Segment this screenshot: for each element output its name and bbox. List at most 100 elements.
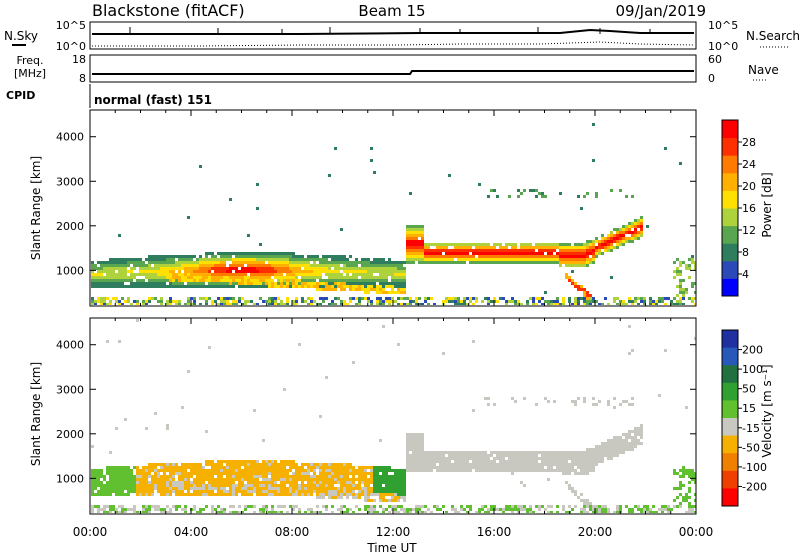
power-cell	[508, 255, 511, 258]
velocity-cell	[256, 463, 259, 466]
velocity-cell	[328, 475, 331, 478]
power-cell	[124, 264, 127, 267]
power-cell	[361, 267, 364, 270]
velocity-cell	[415, 439, 418, 442]
velocity-cell	[97, 505, 100, 508]
power-cell	[346, 303, 349, 305]
power-cell	[412, 300, 415, 303]
velocity-cell	[316, 505, 319, 508]
velocity-cell	[298, 469, 301, 472]
power-cell	[382, 258, 385, 261]
velocity-cell	[607, 448, 610, 451]
velocity-cell	[598, 457, 601, 460]
power-cell	[268, 255, 271, 258]
power-cell	[559, 252, 562, 255]
velocity-cell	[121, 484, 124, 487]
power-cell	[139, 273, 142, 276]
power-cell	[241, 285, 244, 288]
power-cell	[523, 252, 526, 255]
velocity-cell	[388, 493, 391, 496]
power-cell	[187, 303, 190, 305]
power-cell	[199, 255, 202, 258]
power-cell	[568, 264, 571, 267]
power-cell	[280, 276, 283, 279]
power-cell	[139, 264, 142, 267]
velocity-cell	[169, 487, 172, 490]
power-cell	[616, 228, 619, 231]
velocity-cell	[640, 442, 643, 445]
power-cell	[373, 264, 376, 267]
velocity-cell	[487, 508, 490, 511]
velocity-cell	[541, 454, 544, 457]
power-cell	[538, 258, 541, 261]
velocity-cell	[412, 460, 415, 463]
power-cell	[514, 255, 517, 258]
power-cell	[427, 258, 430, 261]
velocity-cell	[265, 466, 268, 469]
velocity-cell	[136, 493, 139, 496]
velocity-cell	[454, 463, 457, 466]
power-cell	[274, 255, 277, 258]
velocity-cell	[520, 451, 523, 454]
power-cell	[319, 276, 322, 279]
velocity-cell	[169, 508, 172, 511]
power-cell	[445, 258, 448, 261]
power-cell	[595, 240, 598, 243]
velocity-cell	[97, 481, 100, 484]
velocity-cell	[373, 475, 376, 478]
power-cell	[313, 300, 316, 303]
power-cell	[469, 249, 472, 252]
power-cell	[199, 258, 202, 261]
velocity-cell	[619, 508, 622, 511]
power-cell	[277, 255, 280, 258]
power-cell	[238, 261, 241, 264]
power-cell	[193, 279, 196, 282]
power-cell	[448, 297, 451, 300]
power-cell	[229, 252, 232, 255]
velocity-cell	[139, 490, 142, 493]
velocity-cell	[100, 487, 103, 490]
power-cell	[463, 249, 466, 252]
velocity-cell	[553, 457, 556, 460]
velocity-cell	[529, 466, 532, 469]
velocity-cell	[322, 463, 325, 466]
power-cell	[550, 246, 553, 249]
velocity-cell	[448, 469, 451, 472]
velocity-cell	[520, 463, 523, 466]
power-cell	[586, 294, 589, 297]
velocity-cell	[469, 463, 472, 466]
velocity-cell	[115, 490, 118, 493]
power-cell	[592, 297, 595, 300]
power-cell	[268, 300, 271, 303]
power-cell	[190, 261, 193, 264]
power-cell	[292, 252, 295, 255]
power-cell	[211, 261, 214, 264]
power-cell	[484, 246, 487, 249]
velocity-cell	[112, 478, 115, 481]
velocity-cell	[406, 454, 409, 457]
velocity-cell	[412, 463, 415, 466]
power-cell	[421, 261, 424, 264]
power-cell	[526, 261, 529, 264]
power-cell	[280, 261, 283, 264]
velocity-cell	[199, 493, 202, 496]
power-cell	[220, 273, 223, 276]
velocity-cell	[253, 409, 256, 412]
power-cell	[448, 258, 451, 261]
velocity-cell	[109, 451, 112, 454]
power-cell	[532, 252, 535, 255]
power-cell	[634, 300, 637, 303]
velocity-cell	[199, 484, 202, 487]
velocity-cell	[211, 484, 214, 487]
power-cell	[577, 285, 580, 288]
velocity-cell	[511, 508, 514, 511]
velocity-cell	[406, 439, 409, 442]
power-cell	[493, 249, 496, 252]
power-cell	[484, 249, 487, 252]
velocity-cell	[580, 499, 583, 502]
power-cell	[259, 261, 262, 264]
power-cell	[640, 219, 643, 222]
velocity-cell	[481, 466, 484, 469]
velocity-cell	[466, 505, 469, 508]
velocity-cell	[367, 499, 370, 502]
